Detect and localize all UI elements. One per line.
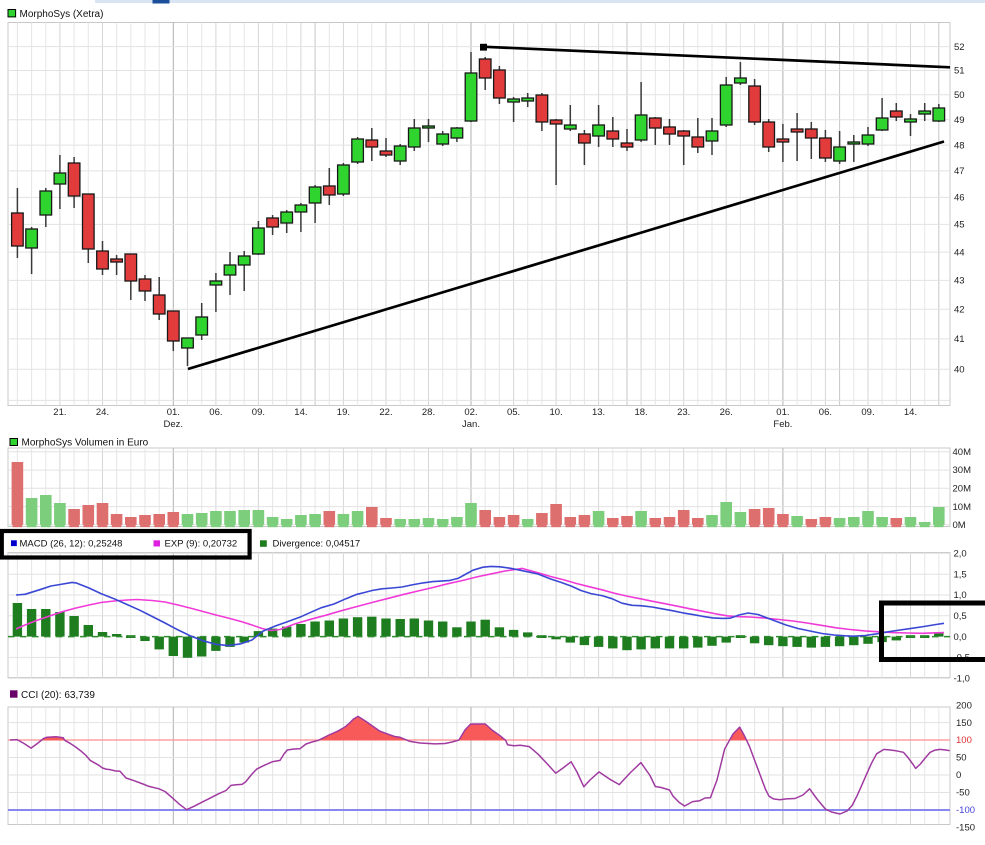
svg-text:06.: 06. [209, 407, 222, 418]
svg-text:02.: 02. [464, 407, 477, 418]
svg-text:09.: 09. [861, 407, 874, 418]
svg-text:20M: 20M [953, 484, 972, 495]
svg-text:150: 150 [956, 718, 972, 729]
svg-text:EXP (9): 0,20732: EXP (9): 0,20732 [165, 539, 238, 550]
svg-text:50: 50 [956, 753, 967, 764]
svg-text:Feb.: Feb. [773, 419, 792, 430]
svg-text:MorphoSys Volumen in Euro: MorphoSys Volumen in Euro [22, 437, 149, 448]
svg-text:0,0: 0,0 [954, 632, 967, 643]
svg-text:100: 100 [956, 735, 972, 746]
svg-text:14.: 14. [904, 407, 917, 418]
svg-text:-100: -100 [956, 805, 975, 816]
svg-text:22.: 22. [379, 407, 392, 418]
svg-text:26.: 26. [720, 407, 733, 418]
svg-text:0: 0 [956, 770, 961, 781]
svg-text:Dez.: Dez. [164, 419, 184, 430]
svg-text:40M: 40M [953, 447, 972, 458]
svg-text:21.: 21. [53, 407, 66, 418]
svg-text:49: 49 [954, 115, 965, 126]
svg-text:-50: -50 [956, 788, 970, 799]
svg-text:44: 44 [954, 247, 965, 258]
svg-text:18.: 18. [634, 407, 647, 418]
svg-text:30M: 30M [953, 465, 972, 476]
svg-text:MACD (26, 12): 0,25248: MACD (26, 12): 0,25248 [20, 539, 123, 550]
svg-text:06.: 06. [819, 407, 832, 418]
svg-text:2,0: 2,0 [954, 549, 967, 560]
svg-text:1,5: 1,5 [954, 569, 967, 580]
svg-text:43: 43 [954, 276, 965, 287]
svg-text:41: 41 [954, 334, 965, 345]
svg-text:13.: 13. [592, 407, 605, 418]
svg-text:42: 42 [954, 305, 965, 316]
svg-text:0,5: 0,5 [954, 611, 967, 622]
svg-text:-150: -150 [956, 823, 975, 834]
svg-text:40: 40 [954, 365, 965, 376]
svg-text:46: 46 [954, 193, 965, 204]
svg-text:Jan.: Jan. [462, 419, 480, 430]
svg-text:10M: 10M [953, 502, 972, 513]
svg-text:52: 52 [954, 42, 965, 53]
svg-text:10.: 10. [549, 407, 562, 418]
svg-text:14.: 14. [294, 407, 307, 418]
svg-text:47: 47 [954, 166, 965, 177]
svg-text:MorphoSys (Xetra): MorphoSys (Xetra) [20, 9, 104, 20]
svg-text:CCI (20): 63,739: CCI (20): 63,739 [21, 690, 95, 701]
svg-text:Divergence: 0,04517: Divergence: 0,04517 [273, 539, 361, 550]
svg-text:48: 48 [954, 140, 965, 151]
svg-text:200: 200 [956, 700, 972, 711]
svg-text:09.: 09. [252, 407, 265, 418]
svg-text:19.: 19. [337, 407, 350, 418]
svg-text:50: 50 [954, 90, 965, 101]
svg-text:01.: 01. [167, 407, 180, 418]
svg-text:28.: 28. [422, 407, 435, 418]
svg-text:05.: 05. [507, 407, 520, 418]
svg-text:45: 45 [954, 220, 965, 231]
svg-text:0M: 0M [953, 520, 966, 531]
svg-text:-1,0: -1,0 [954, 673, 970, 684]
svg-text:23.: 23. [677, 407, 690, 418]
svg-text:1,0: 1,0 [954, 590, 967, 601]
svg-text:24.: 24. [96, 407, 109, 418]
svg-text:51: 51 [954, 66, 965, 77]
svg-text:01.: 01. [776, 407, 789, 418]
